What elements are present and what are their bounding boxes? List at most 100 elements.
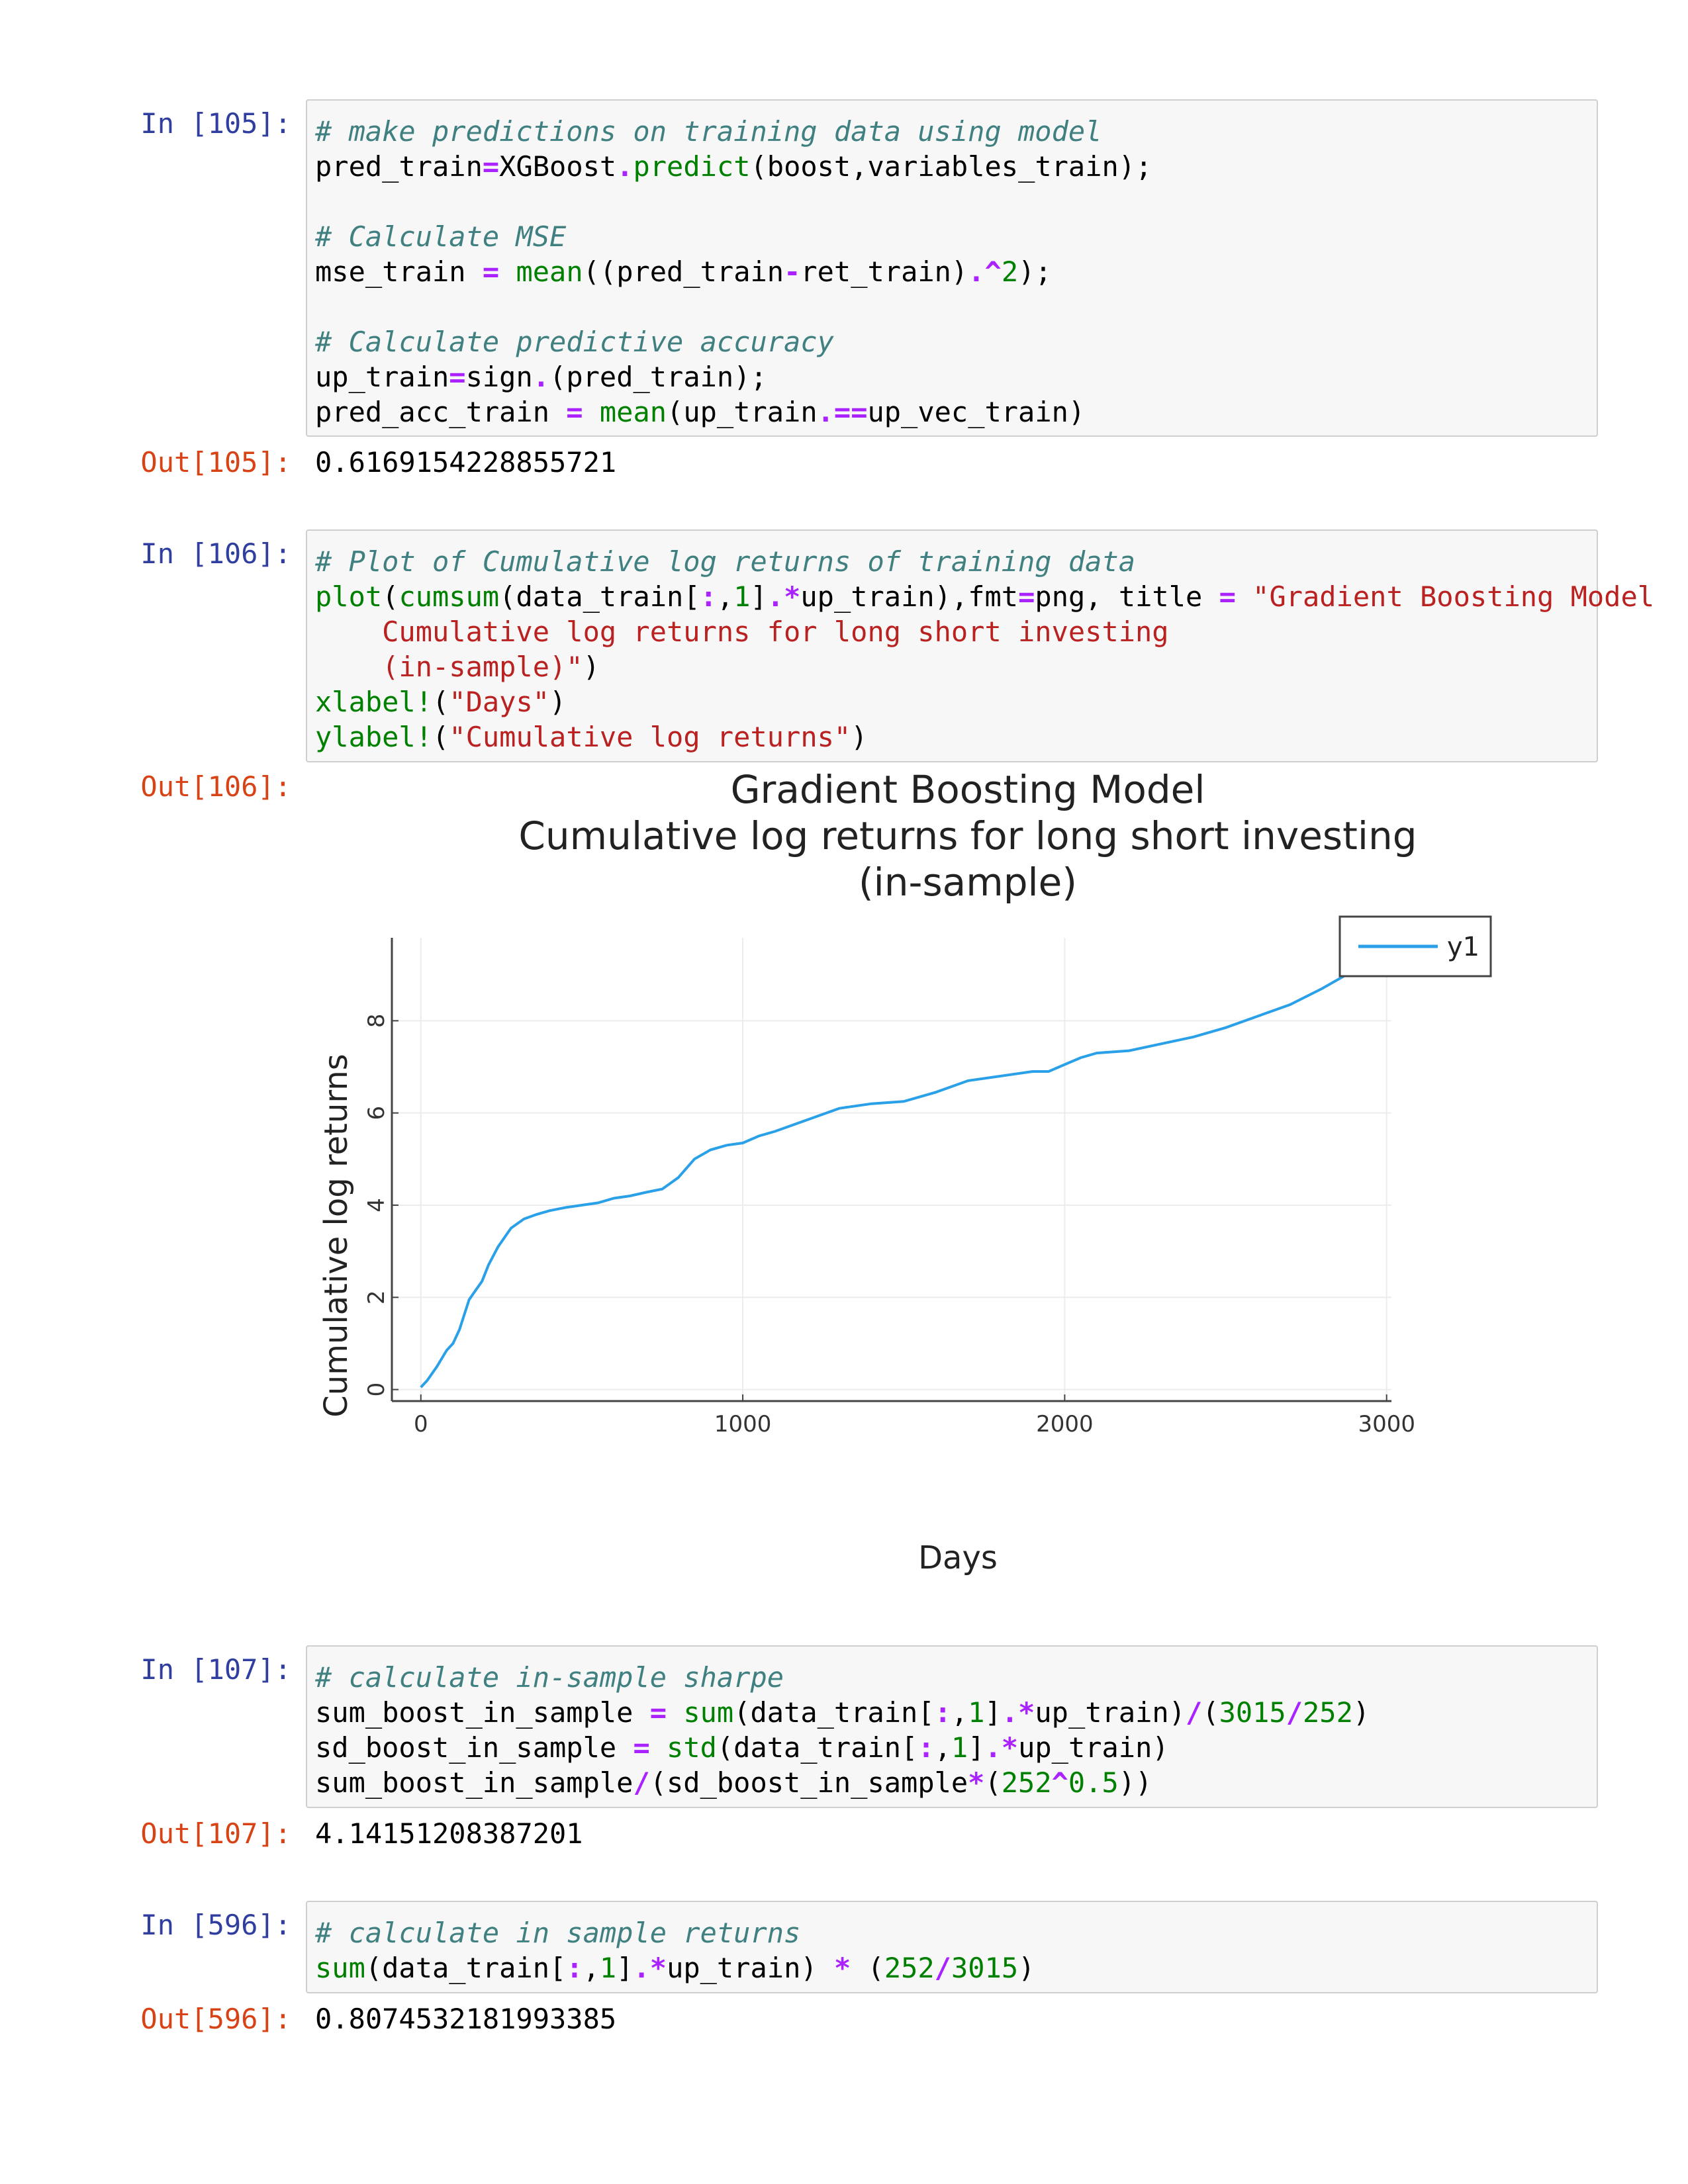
code-input[interactable]: # calculate in sample returns sum(data_t…: [306, 1901, 1598, 1993]
code-token: Cumulative log returns for long short in…: [315, 615, 1169, 648]
code-token: up_train: [315, 361, 449, 393]
code-token: ret_train): [800, 255, 968, 288]
code-block[interactable]: # make predictions on training data usin…: [307, 101, 1597, 430]
chart-grid: [392, 938, 1391, 1401]
code-token: -: [784, 255, 801, 288]
code-token: );: [1018, 255, 1052, 288]
code-token: 1: [599, 1952, 617, 1984]
code-token: *: [833, 1952, 851, 1984]
code-token: # Calculate predictive accuracy: [315, 326, 834, 358]
code-token: ): [1018, 1952, 1035, 1984]
code-token: .*: [633, 1952, 667, 1984]
code-line: mse_train = mean((pred_train-ret_train).…: [315, 255, 1052, 288]
x-tick-label: 3000: [1358, 1411, 1415, 1437]
x-tick-label: 0: [414, 1411, 428, 1437]
code-token: predict: [633, 150, 751, 183]
code-block[interactable]: # calculate in sample returns sum(data_t…: [307, 1902, 1597, 1985]
legend: y1: [1338, 915, 1492, 978]
code-token: /: [1185, 1696, 1203, 1729]
code-input[interactable]: # calculate in-sample sharpe sum_boost_i…: [306, 1645, 1598, 1808]
chart-title-line-1: Gradient Boosting Model: [731, 767, 1205, 812]
code-token: =: [482, 150, 500, 183]
code-token: )): [1118, 1766, 1152, 1799]
y-tick-label: 4: [363, 1198, 390, 1212]
code-token: XGBoost: [499, 150, 617, 183]
code-line: Cumulative log returns for long short in…: [315, 615, 1169, 648]
code-token: (: [432, 686, 449, 718]
code-line: xlabel!("Days"): [315, 686, 566, 718]
code-token: up_train),fmt: [800, 580, 1019, 613]
code-token: sum: [315, 1952, 365, 1984]
chart-ticks: 0 1000 2000 3000 0 2 4 6 8: [363, 1014, 1415, 1437]
code-token: (up_train: [667, 396, 818, 428]
code-line: # Calculate MSE: [315, 220, 566, 253]
code-token: # make predictions on training data usin…: [315, 115, 1102, 148]
output-value: 0.6169154228855721: [315, 446, 617, 478]
code-token: ylabel!: [315, 721, 433, 753]
y-tick-label: 2: [363, 1290, 390, 1304]
x-tick-label: 1000: [714, 1411, 772, 1437]
code-token: "Cumulative log returns": [449, 721, 851, 753]
input-prompt: In [107]:: [140, 1653, 291, 1686]
code-token: pred_acc_train: [315, 396, 567, 428]
code-token: ]: [616, 1952, 633, 1984]
output-value: 4.14151208387201: [315, 1817, 583, 1850]
code-line: sum_boost_in_sample = sum(data_train[:,1…: [315, 1696, 1370, 1729]
code-token: (sd_boost_in_sample: [649, 1766, 968, 1799]
code-token: [667, 1696, 683, 1729]
code-token: "Days": [449, 686, 550, 718]
code-token: ): [583, 651, 600, 683]
code-token: up_train): [1035, 1696, 1186, 1729]
code-token: =: [1018, 580, 1035, 613]
code-token: .*: [1001, 1696, 1035, 1729]
code-input[interactable]: # make predictions on training data usin…: [306, 99, 1598, 437]
code-line: (in-sample)"): [315, 651, 600, 683]
code-token: /: [1286, 1696, 1303, 1729]
code-token: [1236, 580, 1252, 613]
input-prompt: In [105]:: [140, 107, 291, 140]
code-token: (: [432, 721, 449, 753]
code-token: "Gradient Boosting Model: [1252, 580, 1655, 613]
code-token: :: [934, 1696, 951, 1729]
code-token: .: [616, 150, 633, 183]
code-token: 1: [733, 580, 751, 613]
code-block[interactable]: # calculate in-sample sharpe sum_boost_i…: [307, 1647, 1597, 1800]
output-prompt: Out[106]:: [140, 770, 291, 803]
code-token: cumsum: [399, 580, 500, 613]
y-axis-label: Cumulative log returns: [318, 1054, 355, 1417]
code-token: :: [700, 580, 717, 613]
code-token: .*: [767, 580, 801, 613]
code-token: 0.5: [1068, 1766, 1119, 1799]
code-token: sign: [465, 361, 533, 393]
output-prompt: Out[105]:: [140, 446, 291, 478]
code-token: .^: [968, 255, 1002, 288]
code-token: =: [633, 1731, 650, 1764]
code-token: =: [649, 1696, 667, 1729]
code-token: ): [851, 721, 868, 753]
code-token: .: [532, 361, 550, 393]
code-token: (data_train[: [716, 1731, 918, 1764]
output-prompt: Out[107]:: [140, 1817, 291, 1850]
code-token: /: [633, 1766, 650, 1799]
code-token: :: [566, 1952, 583, 1984]
code-token: ,: [583, 1952, 600, 1984]
y-tick-label: 0: [363, 1383, 390, 1397]
code-token: sd_boost_in_sample: [315, 1731, 633, 1764]
code-line: sum(data_train[:,1].*up_train) * (252/30…: [315, 1952, 1035, 1984]
code-token: # calculate in-sample sharpe: [315, 1661, 784, 1694]
code-block[interactable]: # Plot of Cumulative log returns of trai…: [307, 531, 1654, 754]
code-token: 252: [884, 1952, 935, 1984]
code-line: plot(cumsum(data_train[:,1].*up_train),f…: [315, 580, 1654, 613]
code-token: =: [449, 361, 466, 393]
code-token: mse_train: [315, 255, 483, 288]
code-token: ): [1352, 1696, 1370, 1729]
code-token: (data_train[: [365, 1952, 567, 1984]
code-input[interactable]: # Plot of Cumulative log returns of trai…: [306, 529, 1654, 762]
code-line: up_train=sign.(pred_train);: [315, 361, 767, 393]
code-token: (: [382, 580, 399, 613]
code-token: :: [917, 1731, 935, 1764]
code-token: sum_boost_in_sample: [315, 1766, 633, 1799]
code-line: sd_boost_in_sample = std(data_train[:,1]…: [315, 1731, 1169, 1764]
code-token: plot: [315, 580, 383, 613]
code-token: 2: [1001, 255, 1019, 288]
